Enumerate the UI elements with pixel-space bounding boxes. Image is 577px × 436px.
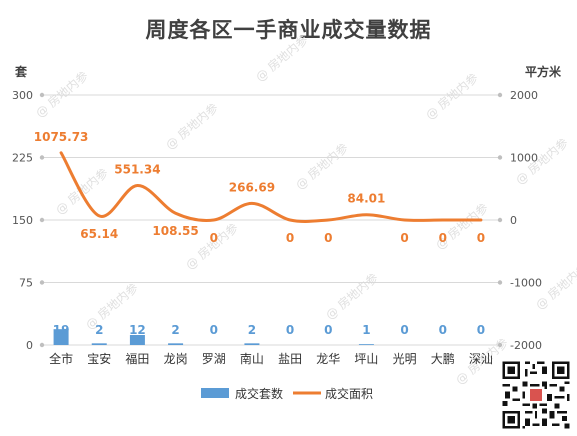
category-label: 深汕: [469, 352, 493, 366]
category-label: 大鹏: [431, 352, 455, 366]
line-value-label: 84.01: [347, 192, 385, 206]
left-tick-label: 225: [12, 152, 33, 165]
right-tick-label: -2000: [510, 339, 542, 352]
watermark-text: @ 房地内参: [322, 270, 381, 323]
line-value-label: 0: [477, 231, 485, 245]
category-label: 盐田: [278, 352, 302, 366]
bar-value-label: 0: [477, 323, 485, 337]
bar: [91, 343, 107, 345]
category-label: 宝安: [87, 351, 111, 366]
right-tick-marker: [497, 155, 503, 160]
category-label: 南山: [240, 351, 264, 366]
category-label: 龙岗: [164, 352, 188, 366]
left-tick-label: 150: [12, 214, 33, 227]
bar: [53, 329, 69, 345]
category-label: 罗湖: [202, 351, 226, 366]
line-value-label: 108.55: [152, 224, 198, 238]
line-value-label: 1075.73: [34, 130, 89, 144]
left-tick-marker: [39, 342, 45, 348]
line-value-label: 551.34: [114, 163, 160, 177]
bar-value-label: 2: [171, 323, 179, 337]
bar-value-label: 0: [400, 323, 408, 337]
legend-label-line: 成交面积: [325, 386, 373, 401]
line-value-label: 0: [286, 231, 294, 245]
left-tick-label: 75: [19, 277, 33, 290]
qr-code-icon: [500, 359, 572, 431]
left-tick-marker: [39, 217, 45, 223]
left-tick-marker: [39, 155, 45, 160]
category-label: 光明: [393, 352, 417, 366]
legend-swatch-bars: [201, 388, 229, 398]
right-tick-marker: [497, 280, 503, 285]
bar: [168, 343, 184, 345]
category-label: 福田: [125, 351, 149, 366]
right-tick-label: -1000: [510, 277, 542, 290]
left-tick-label: 300: [12, 89, 33, 102]
bar-value-label: 0: [439, 323, 447, 337]
watermark-text: @ 房地内参: [292, 140, 351, 193]
line-value-label: 0: [400, 231, 408, 245]
line-value-label: 0: [439, 231, 447, 245]
line-value-label: 0: [324, 231, 332, 245]
right-tick-marker: [497, 92, 503, 98]
right-axis-unit: 平方米: [524, 65, 561, 79]
bar-value-label: 2: [248, 323, 256, 337]
watermark-text: @ 房地内参: [422, 70, 481, 123]
bar-value-label: 1: [362, 323, 370, 337]
bar-value-label: 0: [210, 323, 218, 337]
bar: [358, 344, 374, 345]
area-series-line: [59, 151, 483, 223]
bar-value-label: 0: [324, 323, 332, 337]
bar-value-label: 19: [53, 323, 70, 337]
legend-label-bars: 成交套数: [235, 386, 283, 401]
line-value-label: 65.14: [80, 227, 118, 241]
line-value-label: 266.69: [229, 180, 275, 194]
category-label: 坪山: [354, 352, 378, 366]
left-axis-unit: 套: [15, 65, 28, 79]
chart-title: 周度各区一手商业成交量数据: [145, 18, 432, 42]
watermark-text: @ 房地内参: [252, 32, 311, 85]
category-label: 全市: [49, 351, 73, 366]
right-tick-marker: [497, 342, 503, 348]
category-label: 龙华: [316, 352, 340, 366]
watermark-text: @ 房地内参: [162, 100, 221, 153]
bar-value-label: 12: [129, 323, 146, 337]
left-tick-marker: [39, 280, 45, 285]
right-tick-label: 2000: [510, 89, 538, 102]
left-tick-label: 0: [26, 339, 33, 352]
right-tick-label: 0: [510, 214, 517, 227]
left-tick-marker: [39, 92, 45, 98]
bar: [244, 343, 260, 345]
right-tick-label: 1000: [510, 152, 538, 165]
bar: [129, 335, 145, 345]
bar-value-label: 2: [95, 323, 103, 337]
bar-value-label: 0: [286, 323, 294, 337]
right-tick-marker: [497, 217, 503, 223]
line-value-label: 0: [210, 231, 218, 245]
